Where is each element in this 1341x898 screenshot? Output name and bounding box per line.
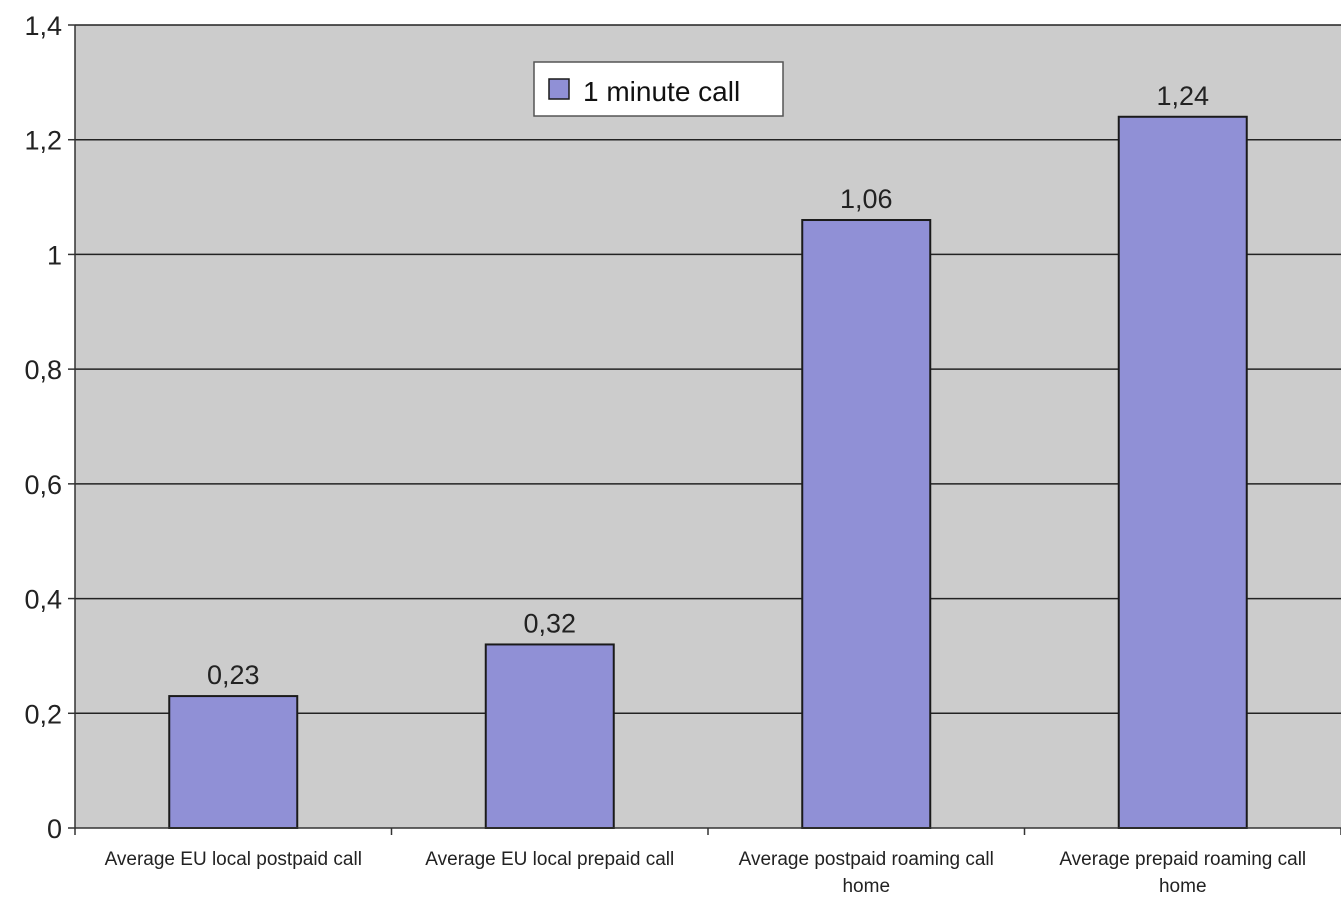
category-label-line: home [842, 876, 890, 897]
bar [1117, 115, 1248, 830]
bar-value-labels: 0,23 0,32 1,06 1,24 [207, 81, 1209, 690]
legend-label: 1 minute call [583, 76, 740, 107]
legend-swatch [548, 78, 570, 100]
category-label: Average EU local postpaid call [105, 849, 362, 870]
bar [484, 643, 615, 830]
y-tick-label: 1,2 [24, 126, 62, 156]
category-label: Average postpaid roaming call home [739, 849, 994, 897]
legend-box [533, 61, 784, 117]
category-label-line: Average postpaid roaming call [739, 849, 994, 870]
bar-value-label: 1,06 [840, 184, 893, 214]
category-label-line: Average EU local prepaid call [425, 849, 674, 870]
y-axis-ticks: 0 0,2 0,4 0,6 0,8 1 1,2 1,4 [24, 11, 75, 844]
y-tick-label: 1,4 [24, 11, 62, 41]
y-tick-label: 0,2 [24, 699, 62, 729]
bar [801, 219, 932, 829]
bar [168, 695, 299, 829]
bar-value-label: 0,32 [523, 608, 576, 638]
bars [168, 115, 1248, 830]
category-label-line: Average prepaid roaming call [1059, 849, 1306, 870]
category-label: Average EU local prepaid call [425, 849, 674, 870]
bar-value-label: 1,24 [1156, 81, 1209, 111]
y-tick-label: 0,6 [24, 470, 62, 500]
category-label-line: home [1159, 876, 1207, 897]
category-label-line: Average EU local postpaid call [105, 849, 362, 870]
x-axis: Average EU local postpaid call Average EU… [74, 25, 1341, 897]
y-tick-label: 0,4 [24, 585, 62, 615]
legend: 1 minute call [533, 61, 784, 117]
y-tick-label: 1 [47, 240, 62, 270]
y-tick-label: 0 [47, 814, 62, 844]
y-tick-label: 0,8 [24, 355, 62, 385]
bar-value-label: 0,23 [207, 660, 260, 690]
category-label: Average prepaid roaming call home [1059, 849, 1306, 897]
